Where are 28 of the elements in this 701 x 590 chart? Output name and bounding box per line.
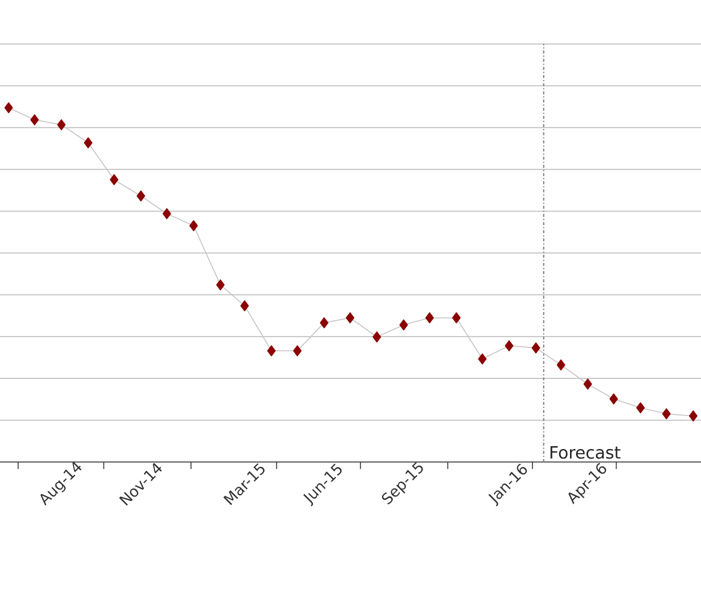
point	[57, 119, 66, 130]
point	[452, 312, 461, 324]
point	[425, 312, 434, 324]
point	[346, 312, 354, 324]
ref-line-label: Forecast	[550, 446, 620, 459]
point	[162, 208, 172, 220]
point	[372, 331, 382, 342]
point	[240, 300, 249, 312]
point	[267, 345, 276, 356]
point	[4, 102, 13, 114]
point	[584, 378, 592, 390]
point	[609, 393, 618, 404]
point	[189, 220, 198, 232]
point	[293, 345, 302, 356]
point	[504, 340, 514, 352]
point	[216, 279, 225, 290]
point	[110, 174, 118, 186]
point	[636, 402, 645, 414]
point	[399, 319, 408, 330]
point	[478, 353, 487, 364]
point	[688, 410, 698, 422]
point	[320, 317, 328, 328]
point	[30, 114, 39, 126]
point	[136, 190, 146, 202]
point	[532, 342, 540, 354]
point	[662, 408, 671, 420]
point	[84, 137, 92, 148]
point	[556, 359, 566, 370]
